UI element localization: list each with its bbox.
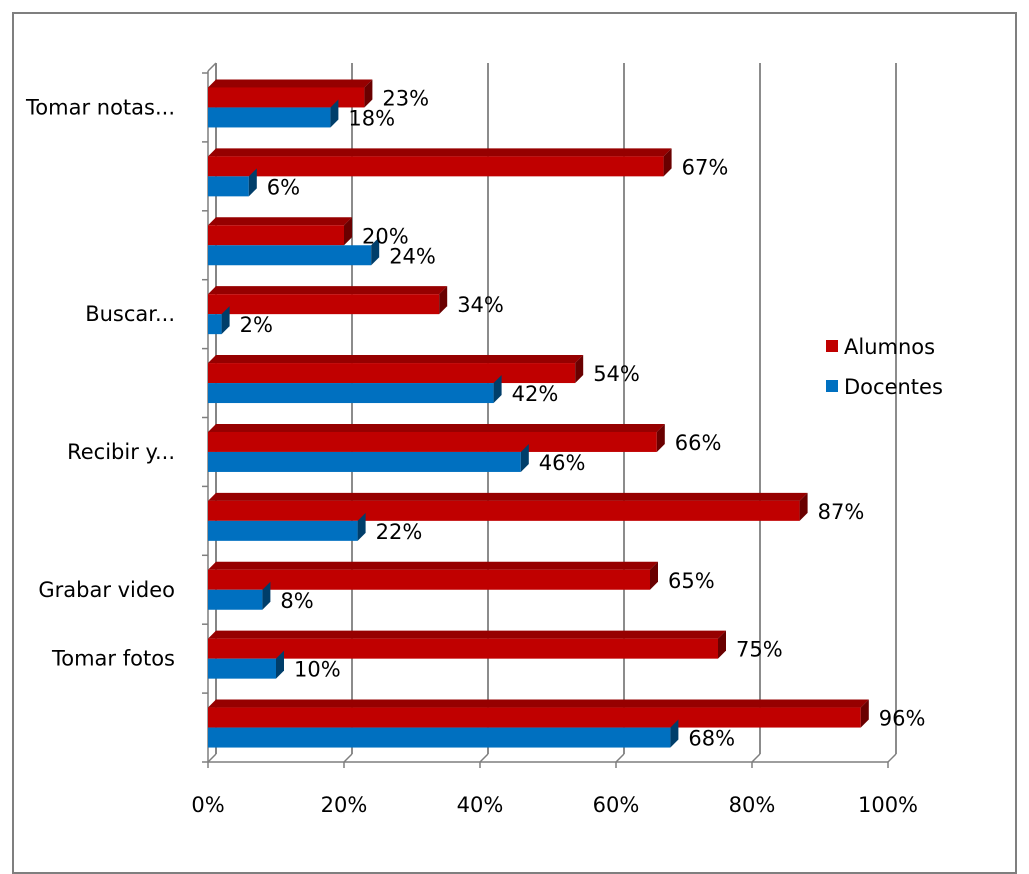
bar-alumnos-5 xyxy=(208,363,576,384)
legend-swatch-alumnos xyxy=(826,340,838,352)
bar-docentes-6 xyxy=(208,451,521,472)
data-label: 6% xyxy=(267,175,300,199)
bar-docentes-5 xyxy=(208,383,494,404)
bar-docentes-3 xyxy=(208,245,372,266)
axis-top-corner xyxy=(207,62,217,72)
bar-docentes-3-side xyxy=(371,237,380,266)
bar-docentes-8-side xyxy=(262,581,271,610)
bar-docentes-9 xyxy=(208,658,276,679)
bar-docentes-10-side xyxy=(670,719,679,748)
data-label: 23% xyxy=(382,86,429,110)
bars xyxy=(208,79,869,748)
x-tick-label: 0% xyxy=(191,793,224,817)
bar-alumnos-4-side xyxy=(439,286,448,315)
bar-alumnos-6 xyxy=(208,431,657,452)
data-label: 87% xyxy=(818,500,865,524)
x-tick-label: 60% xyxy=(593,793,640,817)
legend-swatch-docentes xyxy=(826,380,838,392)
bar-alumnos-9-top xyxy=(208,630,726,639)
bar-alumnos-7 xyxy=(208,500,800,521)
bar-alumnos-8-top xyxy=(208,561,658,570)
bar-alumnos-6-top xyxy=(208,423,665,432)
data-label: 8% xyxy=(280,589,313,613)
bar-alumnos-7-side xyxy=(799,492,808,521)
gridline-depth xyxy=(207,753,217,763)
bar-alumnos-3-side xyxy=(344,217,352,246)
legend: Alumnos Docentes xyxy=(826,335,943,399)
bar-docentes-8 xyxy=(208,589,263,610)
data-label: 20% xyxy=(362,224,409,248)
data-label: 10% xyxy=(294,658,341,682)
gridline-depth xyxy=(751,753,761,763)
bar-alumnos-3-top xyxy=(208,217,352,226)
data-label: 67% xyxy=(682,155,729,179)
gridline-depth xyxy=(479,753,489,763)
data-label: 42% xyxy=(512,382,559,406)
bar-docentes-6-side xyxy=(520,443,529,472)
data-labels: 23%18% 67% 6% 20%24% 34% 2% 54% 42% 66% 46% 87% 22%… xyxy=(240,86,926,750)
category-label: Buscar... xyxy=(85,302,175,326)
bar-alumnos-5-top xyxy=(208,355,584,364)
gridline-depth xyxy=(887,753,897,763)
data-label: 75% xyxy=(736,638,783,662)
bar-docentes-2-side xyxy=(248,168,257,197)
bar-docentes-10 xyxy=(208,727,671,748)
bar-alumnos-2-top xyxy=(208,148,672,157)
category-label: Tomar notas... xyxy=(25,95,175,119)
data-label: 68% xyxy=(688,727,735,751)
x-tick-label: 80% xyxy=(729,793,776,817)
bar-alumnos-1-side xyxy=(364,79,373,108)
data-label: 24% xyxy=(389,244,436,268)
x-tick-label: 100% xyxy=(858,793,918,817)
x-tick-label: 40% xyxy=(457,793,504,817)
data-label: 34% xyxy=(457,293,504,317)
bar-alumnos-4-top xyxy=(208,286,448,295)
bar-alumnos-7-top xyxy=(208,492,808,501)
bar-alumnos-9-side xyxy=(718,630,726,659)
bar-alumnos-10-side xyxy=(860,699,869,728)
gridline-depth xyxy=(615,753,625,763)
category-label: Recibir y... xyxy=(67,440,175,464)
bar-alumnos-3 xyxy=(208,225,344,246)
legend-label-docentes: Docentes xyxy=(844,375,943,399)
bar-docentes-1-side xyxy=(330,99,339,128)
data-label: 54% xyxy=(593,362,640,386)
bar-docentes-5-side xyxy=(493,375,502,404)
bar-alumnos-6-side xyxy=(656,423,665,452)
bar-alumnos-9 xyxy=(208,638,718,659)
bar-docentes-7-side xyxy=(357,512,366,541)
bar-alumnos-4 xyxy=(208,294,440,315)
bar-alumnos-10 xyxy=(208,707,861,728)
bar-docentes-1 xyxy=(208,107,331,128)
bar-alumnos-2-side xyxy=(663,148,672,177)
bar-alumnos-8 xyxy=(208,569,650,590)
data-label: 96% xyxy=(879,707,926,731)
bar-docentes-4 xyxy=(208,314,222,335)
category-label: Grabar video xyxy=(38,578,175,602)
bar-alumnos-8-side xyxy=(650,561,658,590)
data-label: 22% xyxy=(376,520,423,544)
bar-docentes-9-side xyxy=(276,650,284,679)
bar-alumnos-10-top xyxy=(208,699,869,708)
data-label: 2% xyxy=(240,313,273,337)
bar-alumnos-2 xyxy=(208,156,664,177)
data-label: 18% xyxy=(348,106,395,130)
bar-docentes-4-side xyxy=(221,306,230,335)
data-label: 65% xyxy=(668,569,715,593)
category-label: Tomar fotos xyxy=(51,647,175,671)
bar-docentes-7 xyxy=(208,520,358,541)
data-label: 66% xyxy=(675,431,722,455)
data-label: 46% xyxy=(539,451,586,475)
bar-alumnos-5-side xyxy=(575,355,584,384)
bar-alumnos-1 xyxy=(208,87,365,108)
bar-alumnos-1-top xyxy=(208,79,373,88)
x-tick-label: 20% xyxy=(321,793,368,817)
gridline-depth xyxy=(343,753,353,763)
legend-label-alumnos: Alumnos xyxy=(844,335,935,359)
bar-docentes-2 xyxy=(208,176,249,197)
